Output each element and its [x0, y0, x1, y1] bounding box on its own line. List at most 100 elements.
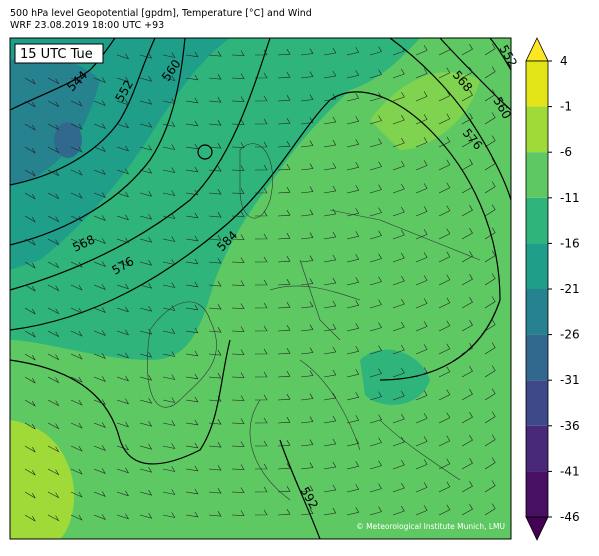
wind-barb	[438, 366, 451, 378]
wind-barb	[185, 51, 199, 58]
wind-barb	[392, 275, 405, 286]
wind-barb	[231, 441, 245, 447]
wind-barb	[438, 159, 451, 171]
wind-barb	[415, 160, 428, 171]
wind-barb	[415, 275, 428, 286]
wind-barb	[277, 49, 291, 56]
wind-barb	[346, 116, 360, 125]
wind-barb	[139, 213, 153, 220]
wind-barb	[47, 399, 60, 407]
wind-barb	[254, 417, 268, 424]
wind-barb	[254, 302, 268, 309]
wind-barb	[93, 169, 106, 175]
wind-barb	[461, 182, 473, 194]
wind-barb	[438, 458, 451, 470]
wind-barb	[415, 436, 428, 447]
wind-barb	[415, 45, 428, 56]
wind-barb	[93, 261, 106, 267]
wind-barb	[484, 66, 496, 79]
wind-barb	[300, 278, 314, 286]
colorbar-tick-label: -11	[560, 191, 580, 205]
wind-barb	[231, 395, 245, 401]
wind-barb	[346, 300, 360, 309]
wind-barb	[254, 118, 268, 125]
wind-barb	[116, 329, 130, 336]
wind-barb	[461, 435, 473, 447]
wind-barb	[93, 399, 106, 405]
wind-barb	[208, 304, 222, 310]
wind-barb	[254, 141, 268, 148]
wind-barb	[484, 181, 496, 194]
wind-barb	[484, 457, 496, 470]
wind-barb	[461, 136, 473, 148]
wind-barb	[369, 207, 382, 217]
wind-barb	[438, 136, 451, 148]
wind-barb	[484, 503, 496, 516]
wind-barbs	[24, 43, 496, 522]
wind-barb	[277, 302, 291, 309]
wind-barb	[139, 466, 153, 473]
wind-barb	[47, 100, 60, 108]
wind-barb	[162, 351, 176, 357]
wind-barb	[323, 139, 337, 148]
wind-barb	[231, 96, 245, 102]
wind-barb	[461, 389, 473, 401]
wind-barb	[392, 160, 405, 171]
wind-barb	[231, 119, 245, 125]
wind-barb	[323, 461, 337, 470]
contour	[9, 91, 501, 381]
wind-barb	[277, 118, 291, 125]
wind-barb	[116, 467, 130, 474]
wind-barb	[70, 468, 83, 475]
wind-barb	[24, 468, 36, 476]
wind-barb	[369, 115, 382, 125]
wind-barb	[208, 212, 222, 218]
wind-barb	[231, 188, 245, 194]
wind-barb	[369, 368, 382, 378]
wind-barb	[139, 98, 153, 105]
wind-barb	[93, 77, 106, 83]
wind-barb	[300, 232, 314, 240]
wind-barb	[438, 343, 451, 355]
wind-barb	[346, 231, 360, 240]
wind-barb	[438, 251, 451, 263]
wind-barb	[346, 323, 360, 332]
wind-barb	[438, 182, 451, 194]
wind-barb	[162, 328, 176, 334]
wind-barb	[461, 67, 473, 79]
wind-barb	[47, 445, 60, 453]
wind-barb	[139, 512, 153, 519]
wind-barb	[208, 189, 222, 195]
wind-barb	[162, 259, 176, 265]
wind-barb	[185, 442, 199, 449]
wind-barb	[369, 276, 382, 286]
wind-barb	[300, 186, 314, 194]
wind-barb	[438, 205, 451, 217]
wind-barb	[369, 437, 382, 447]
wind-barb	[70, 146, 83, 153]
wind-barb	[346, 415, 360, 424]
wind-barb	[254, 279, 268, 286]
wind-barb	[277, 417, 291, 424]
wind-barb	[461, 504, 473, 516]
wind-barb	[47, 123, 60, 131]
wind-barb	[300, 94, 314, 102]
wind-barb	[70, 399, 83, 406]
colorbar-tick-label: -26	[560, 328, 580, 342]
wind-barb	[231, 303, 245, 309]
wind-barb	[277, 233, 291, 240]
wind-barb	[461, 412, 473, 424]
wind-barb	[185, 419, 199, 426]
wind-barb	[24, 445, 36, 453]
wind-barb	[70, 422, 83, 429]
wind-barb	[277, 187, 291, 194]
wind-barb	[323, 277, 337, 286]
wind-barb	[277, 371, 291, 378]
wind-barb	[300, 255, 314, 263]
contour	[9, 37, 271, 291]
wind-barb	[300, 393, 314, 401]
wind-barb	[93, 468, 106, 474]
colorbar-band	[526, 289, 548, 335]
wind-barb	[185, 488, 199, 495]
wind-barb	[162, 167, 176, 173]
